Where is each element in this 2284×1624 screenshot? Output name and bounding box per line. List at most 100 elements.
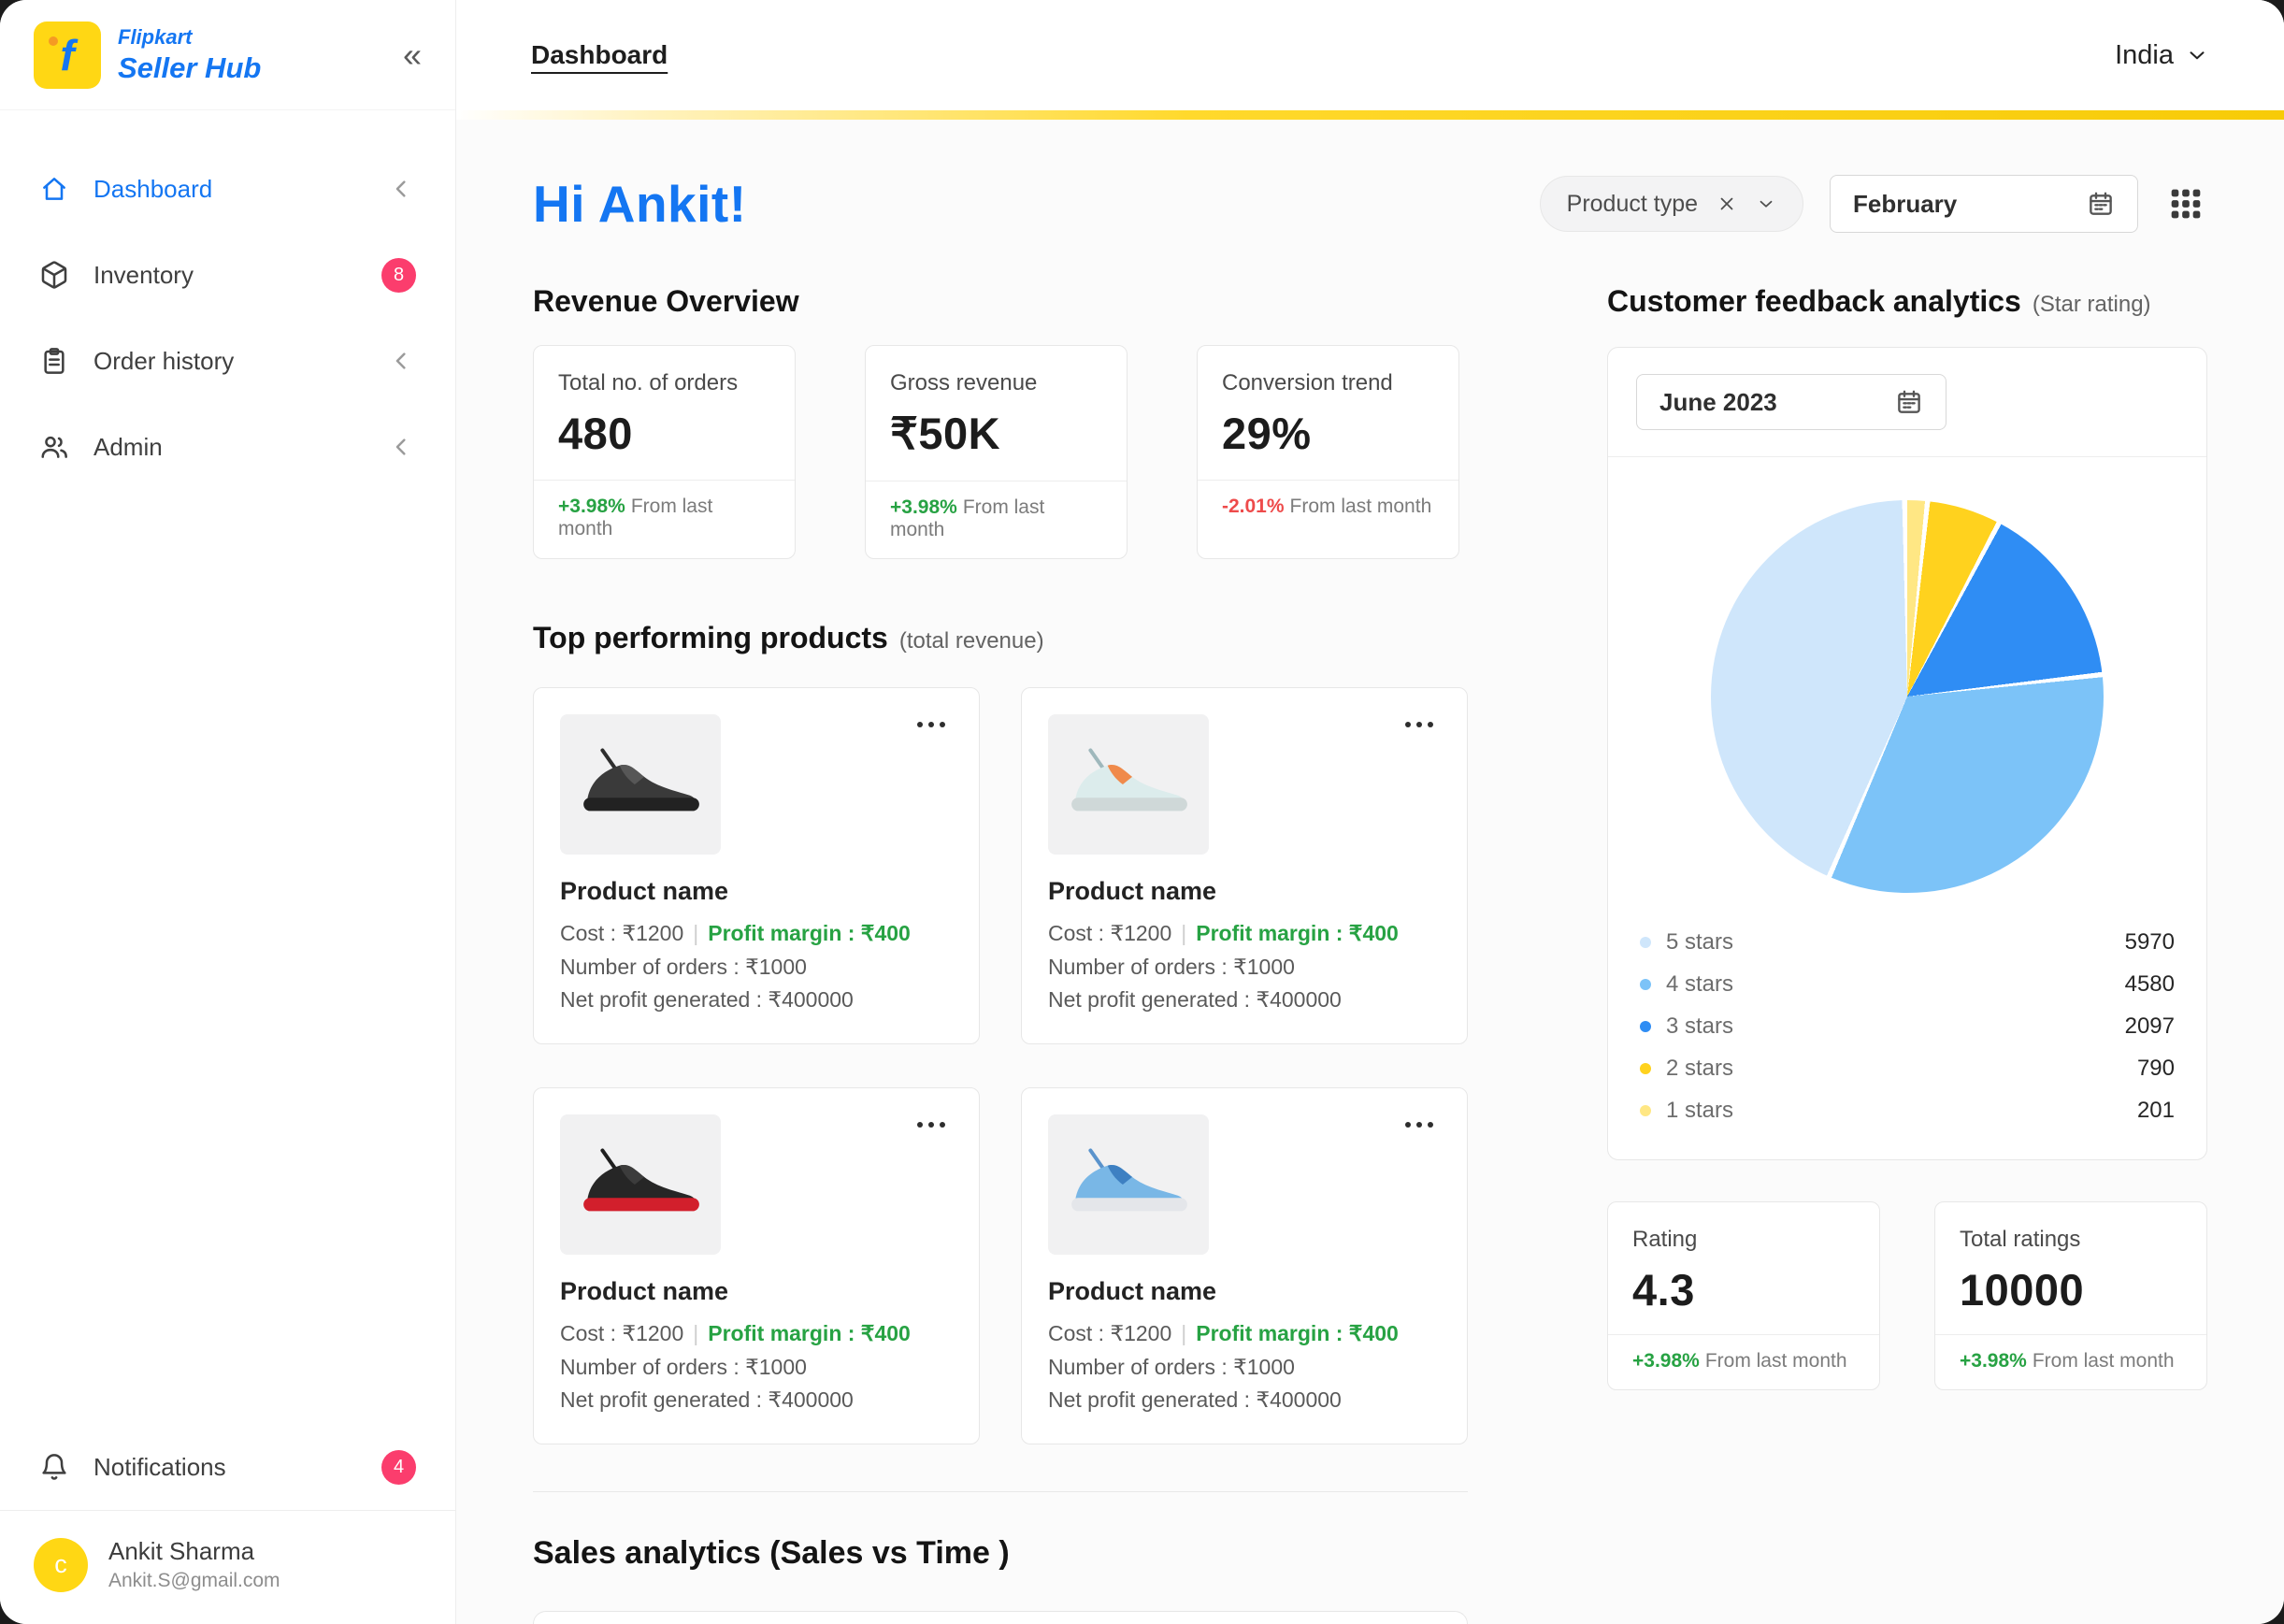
stat-delta-row: +3.98% From last month bbox=[866, 481, 1127, 558]
package-icon bbox=[41, 261, 67, 289]
feedback-period-picker[interactable]: June 2023 bbox=[1636, 374, 1946, 430]
stat-delta: +3.98% bbox=[890, 496, 957, 518]
feedback-period-value: June 2023 bbox=[1659, 387, 1777, 416]
stat-delta: +3.98% bbox=[1632, 1350, 1700, 1372]
product-cost: Cost : ₹1200 bbox=[1048, 921, 1172, 945]
sidebar-bottom: Notifications 4 c Ankit Sharma Ankit.S@g… bbox=[0, 1424, 455, 1624]
sidebar-item-label: Inventory bbox=[93, 260, 194, 289]
stat-label: Total no. of orders bbox=[558, 370, 739, 395]
sidebar-item-notifications[interactable]: Notifications 4 bbox=[0, 1424, 455, 1510]
chevron-down-icon[interactable] bbox=[1756, 194, 1776, 214]
revenue-overview-title: Revenue Overview bbox=[533, 284, 799, 318]
kebab-menu-icon[interactable] bbox=[1400, 716, 1439, 733]
product-cost: Cost : ₹1200 bbox=[560, 1320, 684, 1345]
sneaker-image bbox=[583, 748, 699, 812]
product-card: Product name Cost : ₹1200 | Profit margin … bbox=[1021, 687, 1468, 1044]
home-icon bbox=[43, 178, 65, 200]
stat-delta-suffix: From last month bbox=[2032, 1350, 2175, 1372]
product-card: Product name Cost : ₹1200 | Profit margin … bbox=[1021, 1086, 1468, 1444]
stat-value: 10000 bbox=[1960, 1265, 2085, 1315]
product-name: Product name bbox=[560, 1276, 729, 1305]
sales-section-divider bbox=[533, 1490, 1468, 1492]
page-content: Hi Ankit! Product type February bbox=[456, 120, 2284, 1624]
kebab-menu-icon[interactable] bbox=[1400, 1116, 1439, 1133]
product-image bbox=[1048, 1114, 1209, 1255]
stat-delta-suffix: From last month bbox=[558, 496, 713, 539]
sidebar-item-label: Dashboard bbox=[93, 174, 213, 203]
stat-value: 4.3 bbox=[1632, 1265, 1695, 1315]
gross-revenue-stat-card: Gross revenue ₹50K +3.98% From last month bbox=[865, 345, 1128, 559]
stat-delta-suffix: From last month bbox=[1704, 1350, 1847, 1372]
product-orders: Number of orders : ₹1000 bbox=[560, 954, 807, 979]
orders-stat-card: Total no. of orders 480 +3.98% From last … bbox=[533, 345, 796, 559]
stat-label: Total ratings bbox=[1960, 1227, 2081, 1252]
product-profit: Profit margin : ₹400 bbox=[1196, 921, 1399, 945]
clipboard-icon bbox=[44, 348, 65, 374]
legend-row: 5 stars 5970 bbox=[1640, 921, 2175, 963]
product-type-filter[interactable]: Product type bbox=[1539, 176, 1803, 232]
sidebar-collapse-icon[interactable]: « bbox=[402, 35, 422, 74]
legend-value: 201 bbox=[2136, 1097, 2175, 1123]
product-profit: Profit margin : ₹400 bbox=[1196, 1320, 1399, 1345]
legend-row: 3 stars 2097 bbox=[1640, 1005, 2175, 1047]
right-column: Customer feedback analytics (Star rating… bbox=[1607, 284, 2207, 1390]
legend-bullet-icon bbox=[1640, 978, 1651, 990]
page-header: Hi Ankit! Product type February bbox=[533, 174, 2207, 234]
top-products-subtitle: (total revenue) bbox=[898, 628, 1044, 654]
product-cost: Cost : ₹1200 bbox=[560, 921, 684, 945]
product-name: Product name bbox=[560, 877, 729, 905]
sales-analytics-card bbox=[533, 1610, 1468, 1624]
separator: | bbox=[1181, 921, 1187, 945]
stat-value: ₹50K bbox=[890, 409, 1001, 458]
feedback-card: June 2023 5 stars 5970 4 stars 4580 3 stars 2… bbox=[1607, 347, 2207, 1160]
sneaker-image bbox=[1071, 748, 1187, 812]
feedback-mini-cards: Rating 4.3 +3.98% From last month Total r… bbox=[1607, 1201, 2207, 1390]
apps-grid-icon[interactable] bbox=[2164, 182, 2207, 225]
breadcrumb[interactable]: Dashboard bbox=[531, 40, 668, 69]
product-image bbox=[560, 1114, 721, 1255]
sidebar-item-admin[interactable]: Admin bbox=[0, 404, 455, 490]
month-picker-value: February bbox=[1853, 189, 1958, 218]
brand-subname: Seller Hub bbox=[118, 50, 262, 84]
left-column: Revenue Overview Total no. of orders 480… bbox=[533, 284, 1468, 1624]
feedback-subtitle: (Star rating) bbox=[2032, 292, 2151, 317]
stat-value: 480 bbox=[558, 409, 633, 458]
user-email: Ankit.S@gmail.com bbox=[108, 1570, 280, 1591]
logo-dot-icon bbox=[49, 36, 58, 46]
product-card: Product name Cost : ₹1200 | Profit margin … bbox=[533, 1086, 980, 1444]
product-net-profit: Net profit generated : ₹400000 bbox=[1048, 987, 1342, 1013]
sidebar-item-order-history[interactable]: Order history bbox=[0, 318, 455, 404]
region-selector[interactable]: India bbox=[2115, 40, 2209, 71]
legend-label: 3 stars bbox=[1666, 1013, 1734, 1039]
kebab-menu-icon[interactable] bbox=[912, 1116, 951, 1133]
region-label: India bbox=[2115, 39, 2174, 70]
sneaker-image bbox=[1071, 1148, 1187, 1212]
product-image bbox=[560, 714, 721, 855]
calendar-icon bbox=[2090, 192, 2112, 215]
feedback-title: Customer feedback analytics bbox=[1607, 284, 2021, 318]
logo-f-icon: f bbox=[60, 30, 75, 79]
brand-name: Flipkart bbox=[118, 24, 193, 49]
chevron-left-icon bbox=[395, 438, 406, 455]
product-name: Product name bbox=[1048, 877, 1217, 905]
close-icon[interactable] bbox=[1717, 194, 1737, 214]
notifications-count-badge: 4 bbox=[381, 1449, 416, 1485]
sidebar-nav: Dashboard Inventory 8 Order history Admi… bbox=[0, 110, 455, 490]
legend-label: 5 stars bbox=[1666, 928, 1734, 955]
legend-value: 790 bbox=[2136, 1055, 2175, 1081]
chevron-down-icon bbox=[2190, 51, 2205, 60]
legend-value: 2097 bbox=[2124, 1013, 2175, 1039]
brand-text: Flipkart Seller Hub bbox=[118, 25, 261, 85]
chevron-left-icon bbox=[395, 352, 406, 369]
user-profile[interactable]: c Ankit Sharma Ankit.S@gmail.com bbox=[0, 1511, 455, 1624]
top-products-section: Top performing products (total revenue) … bbox=[533, 621, 1468, 1444]
month-picker[interactable]: February bbox=[1830, 175, 2138, 233]
legend-bullet-icon bbox=[1640, 1062, 1651, 1074]
kebab-menu-icon[interactable] bbox=[912, 716, 951, 733]
stat-label: Gross revenue bbox=[890, 370, 1038, 395]
sidebar-item-inventory[interactable]: Inventory 8 bbox=[0, 232, 455, 318]
sales-analytics-title: Sales analytics (Sales vs Time ) bbox=[533, 1534, 1010, 1571]
page-title: Hi Ankit! bbox=[533, 175, 747, 233]
product-net-profit: Net profit generated : ₹400000 bbox=[1048, 1387, 1342, 1413]
sidebar-item-dashboard[interactable]: Dashboard bbox=[0, 146, 455, 232]
